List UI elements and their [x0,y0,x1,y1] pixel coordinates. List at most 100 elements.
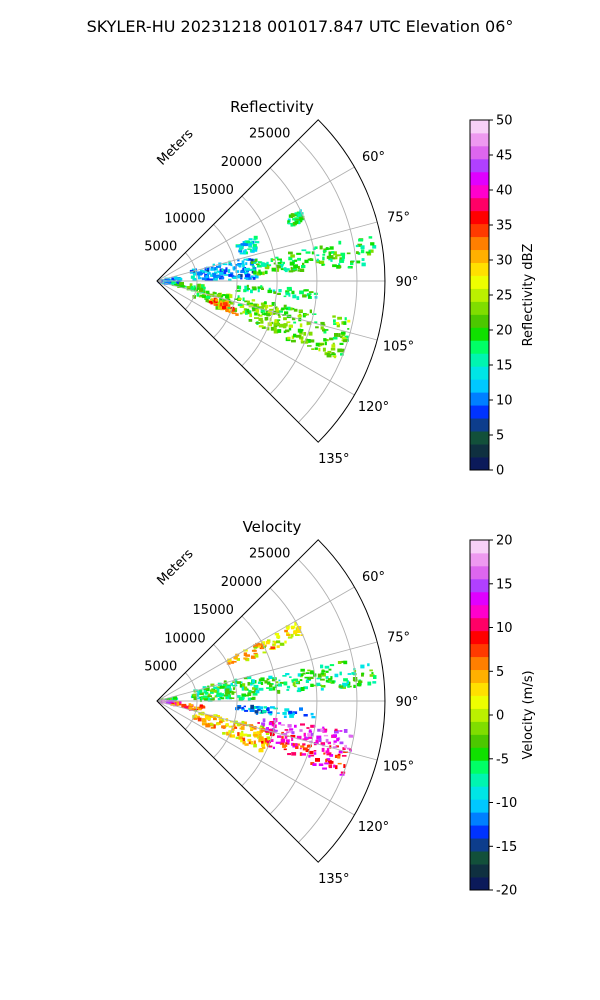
echo-gate [355,260,361,264]
echo-gate [261,326,266,329]
echo-gate [217,715,220,718]
colorbar-tick-label: 15 [496,359,513,374]
colorbar-tick-label: -10 [496,796,517,811]
echo-gate [225,308,231,313]
radial-tick-label: 20000 [221,575,262,590]
echo-gate [257,722,260,724]
echo-gate [178,703,182,706]
colorbar-swatch [470,249,489,263]
radial-tick-label: 10000 [164,211,205,226]
echo-gate [216,692,219,695]
echo-gate [303,714,308,717]
echo-gate [288,710,293,714]
echo-gate [186,286,191,289]
echo-gate [266,313,271,317]
echo-gate [325,750,330,754]
echo-gate [300,745,305,748]
echo-gate [309,258,312,261]
echo-gate [357,243,363,247]
echo-gate [320,664,324,669]
echo-gate [228,309,232,312]
echo-gate [209,723,214,726]
echo-gate [279,264,284,266]
echo-gate [314,321,318,324]
colorbar-swatch [470,431,489,445]
echo-gate [266,707,270,712]
echo-gate [192,693,198,697]
echo-gate [280,724,285,726]
echo-gate [341,348,345,353]
echo-gate [291,731,295,735]
echo-gate [282,732,288,736]
echo-gate [302,738,308,741]
echo-gate [307,669,311,672]
velocity-title: Velocity [243,518,302,536]
echo-gate [255,689,260,694]
echo-gate [286,689,290,691]
echo-gate [294,220,299,224]
echo-gate [252,277,256,280]
colorbar-swatch [470,734,489,748]
echo-gate [250,250,255,253]
echo-gate [283,323,288,327]
echo-gate [326,353,330,356]
echo-gate [226,304,231,308]
echo-gate [306,293,312,295]
echo-gate [297,328,302,333]
echo-gate [230,731,235,733]
echo-gate [302,672,306,675]
echo-gate [199,289,203,292]
echo-gate [276,264,281,269]
echo-gate [341,255,345,259]
echo-gate [235,264,238,266]
echo-gate [313,292,318,295]
colorbar-tick-label: 15 [496,577,513,592]
echo-gate [262,718,266,722]
echo-gate [290,625,296,629]
echo-gate [273,291,277,294]
colorbar-tick-label: 50 [496,114,513,129]
echo-gate [202,286,206,290]
echo-gate [252,287,257,291]
colorbar-swatch [470,418,489,432]
echo-gate [232,310,237,312]
echo-gate [296,680,299,684]
echo-gate [333,323,337,325]
echo-gate [321,730,325,732]
echo-gate [282,712,287,715]
echo-gate [305,736,309,739]
echo-gate [247,692,252,696]
echo-gate [282,675,287,677]
echo-gate [195,706,200,710]
echo-gate [339,259,344,263]
echo-gate [196,283,202,288]
echo-gate [337,753,341,757]
echo-gate [274,322,279,326]
echo-gate [308,294,311,299]
echo-gate [251,286,257,289]
colorbar-swatch [470,643,489,658]
echo-gate [176,280,181,285]
echo-gate [252,244,257,248]
echo-gate [213,302,216,306]
echo-gate [310,762,315,765]
echo-gate [211,690,214,694]
azimuth-spoke [156,280,378,341]
echo-gate [219,720,223,724]
echo-gate [249,248,253,252]
echo-gate [250,261,256,264]
echo-gate [323,338,327,342]
echo-gate [218,692,222,696]
echo-gate [219,275,224,280]
echo-gate [262,742,267,745]
echo-gate [195,708,199,711]
echo-gate [312,313,317,315]
echo-gate [269,308,274,311]
echo-gate [265,310,268,312]
echo-gate [237,274,241,279]
echo-gate [227,269,231,274]
echo-gate [253,684,259,689]
echo-gate [222,302,227,306]
echo-gate [210,683,215,687]
echo-gate [240,739,243,743]
